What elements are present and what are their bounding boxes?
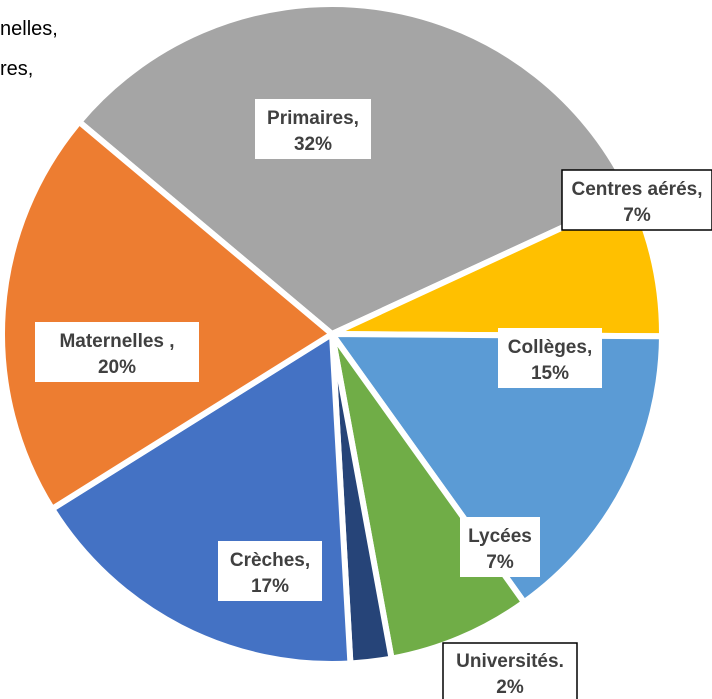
data-label-box: [442, 642, 578, 699]
data-label-box: [498, 328, 602, 388]
pie-slice-maternelles: [0, 118, 335, 512]
data-label-value: 15%: [531, 363, 569, 384]
data-label-box: [35, 322, 199, 382]
data-label-box: [218, 541, 322, 601]
partial-legend-label-2: res,: [0, 58, 34, 80]
pie-label-centres-a-r-s: Centres aérés, 7%: [561, 169, 712, 231]
pie-label-cr-ches: Crèches, 17%: [218, 541, 322, 601]
pie-label-maternelles: Maternelles , 20%: [35, 322, 199, 382]
data-label-value: 7%: [486, 552, 514, 573]
data-label-category: Lycées: [468, 526, 532, 547]
data-label-category: Collèges,: [508, 337, 592, 358]
pie-slice-lyc-es: [329, 331, 528, 662]
data-label-category: Universités.: [456, 651, 564, 672]
data-label-value: 32%: [294, 134, 332, 155]
data-label-category: Crèches,: [230, 550, 310, 571]
pie-slice-coll-ges: [329, 331, 665, 606]
pie-slice-primaires: [76, 1, 635, 337]
pie-label-primaires: Primaires, 32%: [255, 99, 371, 159]
data-label-box: [460, 517, 540, 577]
pie-label-coll-ges: Collèges, 15%: [498, 328, 602, 388]
data-label-category: Centres aérés,: [572, 179, 703, 200]
pie-slices: [0, 1, 665, 667]
data-label-box: [255, 99, 371, 159]
data-label-category: Maternelles ,: [59, 331, 174, 352]
data-label-value: 2%: [496, 677, 524, 698]
data-label-value: 17%: [251, 576, 289, 597]
pie-label-lyc-es: Lycées 7%: [460, 517, 540, 577]
partial-legend-label-1: nelles,: [0, 18, 58, 40]
pie-labels: Primaires, 32% Centres aérés, 7% Collèges, 15…: [35, 99, 712, 699]
data-label-category: Primaires,: [267, 108, 359, 129]
data-label-box: [561, 169, 712, 231]
data-label-value: 7%: [623, 205, 651, 226]
pie-label-universit-s: Universités. 2%: [442, 642, 578, 699]
data-label-value: 20%: [98, 357, 136, 378]
